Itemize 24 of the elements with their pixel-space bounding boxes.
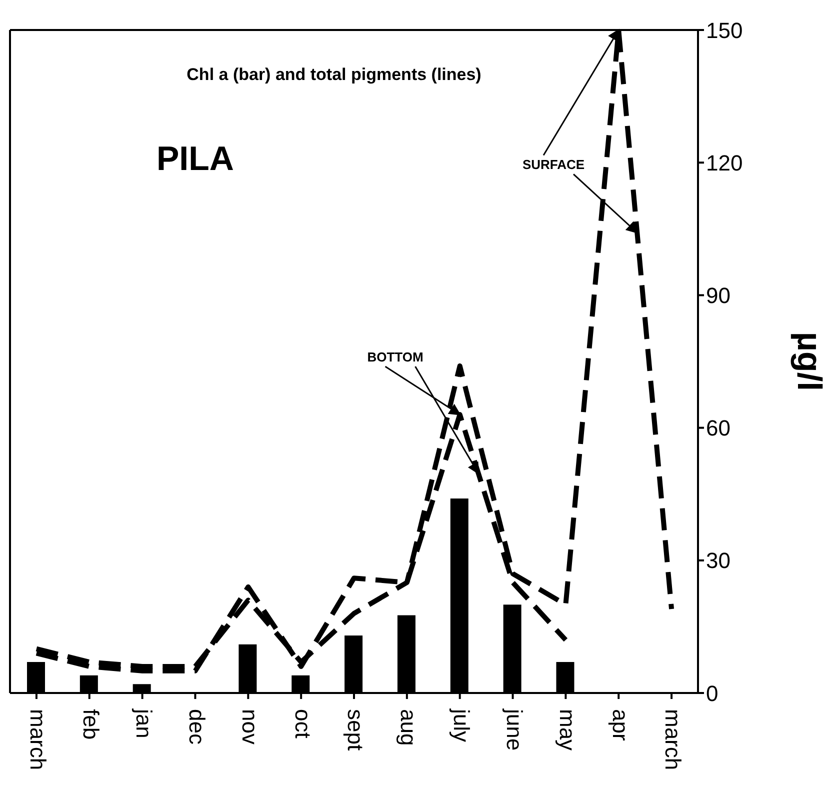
y-tick-label: 150 [706, 18, 743, 43]
x-tick-label: june [502, 708, 527, 751]
x-tick-label: may [554, 709, 580, 751]
annotation: PILA [156, 140, 234, 178]
x-tick-label: march [26, 709, 51, 770]
y-tick-label: 30 [706, 548, 730, 574]
y-tick-label: 90 [706, 283, 730, 308]
x-tick-label: apr [608, 709, 633, 741]
y-tick-label: 0 [706, 680, 718, 706]
text: Chl a (bar) and total pigments (lines) [186, 65, 482, 84]
x-tick-label: dec [184, 709, 210, 744]
y-axis-title: µg/l [790, 332, 828, 392]
x-tick-label: march [660, 709, 686, 770]
y-tick-label: 60 [706, 416, 730, 441]
y-tick-label: 120 [706, 150, 743, 176]
x-tick-label: oct [290, 709, 316, 738]
x-tick-label: nov [237, 709, 262, 744]
annotation: SURFACE [522, 157, 585, 172]
x-tick-label: aug [396, 709, 422, 746]
x-tick-label: jan [131, 708, 156, 738]
x-tick-label: july [449, 708, 474, 742]
x-tick-label: feb [78, 709, 104, 740]
x-tick-label: sept [343, 709, 368, 751]
annotation: BOTTOM [367, 350, 424, 364]
